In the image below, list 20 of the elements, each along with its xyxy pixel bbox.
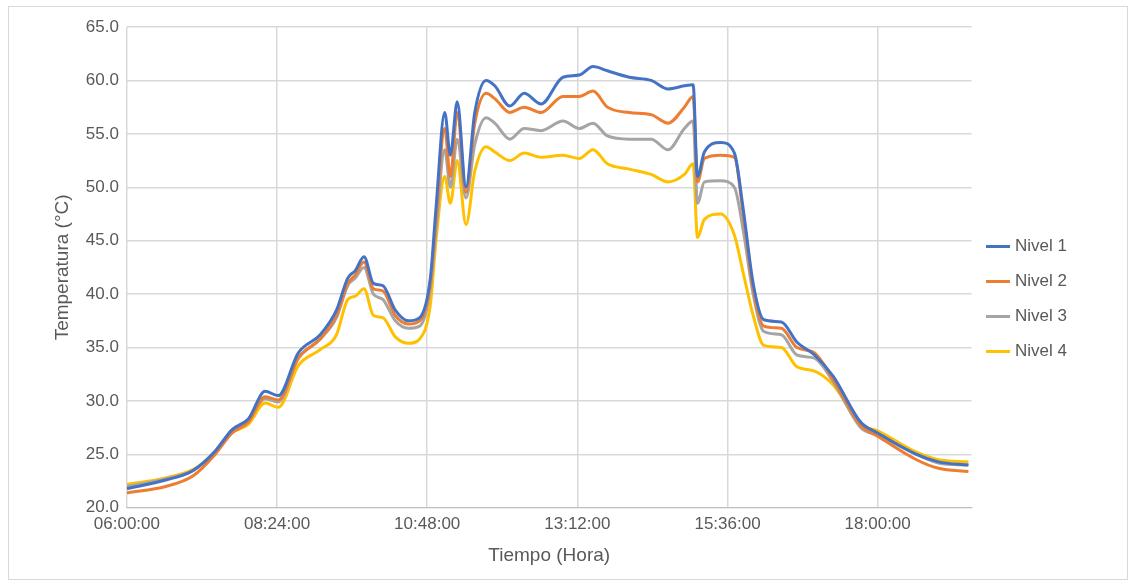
y-tick-label: 50.0 [85,176,119,196]
legend-label: Nivel 3 [1015,306,1068,326]
legend-label: Nivel 1 [1015,236,1068,256]
x-axis-title: Tiempo (Hora) [488,543,611,565]
legend-label: Nivel 2 [1015,271,1068,291]
x-tick-label: 15:36:00 [694,513,761,533]
x-tick-label: 13:12:00 [544,513,611,533]
y-tick-label: 60.0 [85,70,119,90]
legend-label: Nivel 4 [1015,341,1068,361]
y-tick-label: 35.0 [85,337,119,357]
y-tick-label: 25.0 [85,444,119,464]
x-tick-label: 10:48:00 [394,513,461,533]
y-axis-title: Temperatura (°C) [50,194,72,341]
x-tick-label: 18:00:00 [844,513,911,533]
y-tick-label: 30.0 [85,390,119,410]
y-tick-label: 55.0 [85,123,119,143]
y-tick-label: 40.0 [85,283,119,303]
y-tick-label: 45.0 [85,230,119,250]
x-tick-label: 08:24:00 [243,513,311,533]
y-tick-label: 65.0 [85,16,119,36]
